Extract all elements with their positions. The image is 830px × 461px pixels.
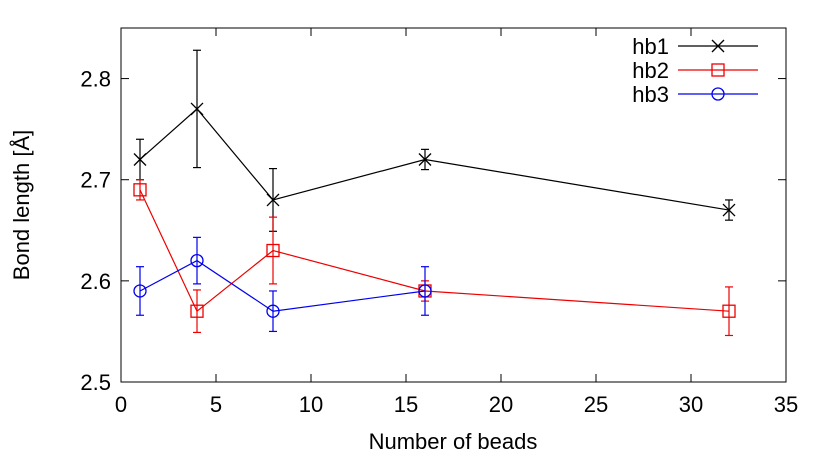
data-point — [190, 102, 204, 116]
x-tick-label: 35 — [774, 392, 798, 417]
y-axis-label: Bond length [Å] — [9, 130, 34, 280]
data-point — [133, 153, 147, 166]
series-line — [139, 108, 730, 211]
data-point — [418, 284, 432, 298]
legend-label: hb1 — [632, 34, 669, 59]
data-point — [266, 304, 280, 318]
y-tick-label: 2.7 — [80, 168, 111, 193]
y-axis-ticks: 2.5 2.6 2.7 2.8 — [80, 67, 786, 395]
x-axis-ticks: 0 5 10 15 20 25 30 35 — [115, 28, 798, 417]
x-tick-label: 30 — [679, 392, 703, 417]
data-point — [266, 193, 280, 207]
plot-frame — [120, 27, 787, 383]
x-axis-label: Number of beads — [369, 429, 538, 454]
x-tick-label: 25 — [584, 392, 608, 417]
x-tick-label: 20 — [489, 392, 513, 417]
data-point — [190, 304, 204, 318]
data-point — [722, 304, 736, 318]
x-tick-label: 10 — [299, 392, 323, 417]
y-tick-label: 2.6 — [80, 269, 111, 294]
legend-item-hb2: hb2 — [632, 58, 758, 83]
legend-marker — [711, 39, 725, 53]
data-point — [418, 153, 432, 166]
x-tick-label: 5 — [210, 392, 222, 417]
y-tick-label: 2.5 — [80, 370, 111, 395]
series-line — [139, 189, 730, 313]
legend-label: hb3 — [632, 82, 669, 107]
x-tick-label: 15 — [394, 392, 418, 417]
legend-item-hb1: hb1 — [632, 34, 758, 59]
legend-item-hb3: hb3 — [632, 82, 758, 107]
plot-area — [133, 49, 736, 337]
series-hb2 — [133, 179, 736, 337]
data-point — [133, 284, 147, 298]
data-point — [266, 243, 280, 258]
y-tick-label: 2.8 — [80, 67, 111, 92]
x-tick-label: 0 — [115, 392, 127, 417]
data-point — [190, 253, 204, 268]
series-hb3 — [133, 236, 432, 333]
series-hb1 — [133, 49, 736, 232]
legend-marker — [711, 87, 725, 101]
data-point — [722, 203, 736, 217]
series-line — [139, 259, 426, 312]
legend-marker — [711, 63, 725, 77]
data-point — [133, 183, 147, 197]
legend-label: hb2 — [632, 58, 669, 83]
